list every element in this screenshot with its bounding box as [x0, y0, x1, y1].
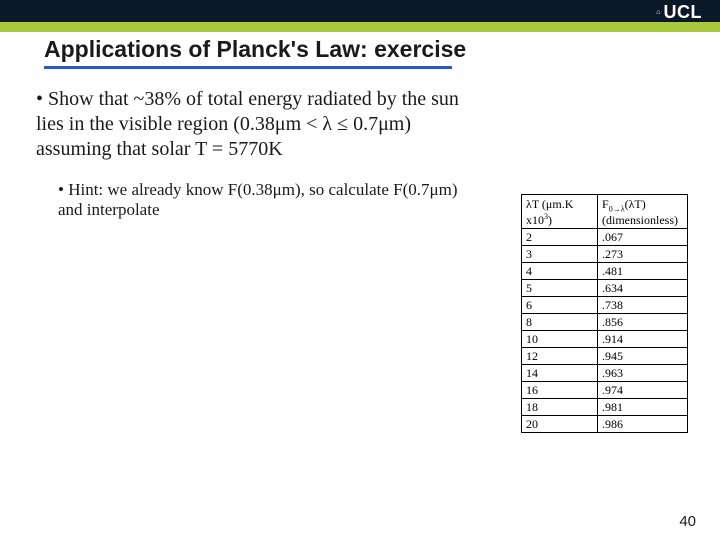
dark-stripe: [0, 0, 720, 22]
table-cell: .856: [598, 314, 688, 331]
table-cell: .945: [598, 348, 688, 365]
table-cell: 5: [522, 280, 598, 297]
table-cell: 16: [522, 382, 598, 399]
table-cell: .067: [598, 229, 688, 246]
slide-title: Applications of Planck's Law: exercise: [44, 36, 720, 63]
logo-text: UCL: [664, 2, 703, 23]
table-row: 18.981: [522, 399, 688, 416]
table-row: 2.067: [522, 229, 688, 246]
table-cell: .634: [598, 280, 688, 297]
ucl-logo: ⌂ UCL: [656, 2, 702, 22]
table-cell: .738: [598, 297, 688, 314]
table-cell: 8: [522, 314, 598, 331]
table-cell: .914: [598, 331, 688, 348]
table-row: 4.481: [522, 263, 688, 280]
table-cell: .273: [598, 246, 688, 263]
table-cell: .986: [598, 416, 688, 433]
table-row: 16.974: [522, 382, 688, 399]
logo-dome-icon: ⌂: [656, 9, 660, 16]
table-row: 5.634: [522, 280, 688, 297]
table-row: 10.914: [522, 331, 688, 348]
table-header-2: F0→λ(λT) (dimensionless): [598, 195, 688, 229]
table-row: 12.945: [522, 348, 688, 365]
table-row: 20.986: [522, 416, 688, 433]
hint-bullet: • Hint: we already know F(0.38μm), so ca…: [58, 180, 458, 221]
table-cell: .481: [598, 263, 688, 280]
planck-table: λT (μm.K x103) F0→λ(λT) (dimensionless) …: [521, 194, 688, 433]
table-cell: 12: [522, 348, 598, 365]
table-cell: 10: [522, 331, 598, 348]
table-cell: 2: [522, 229, 598, 246]
table-body: 2.0673.2734.4815.6346.7388.85610.91412.9…: [522, 229, 688, 433]
table-cell: .963: [598, 365, 688, 382]
table-cell: .981: [598, 399, 688, 416]
table-row: 3.273: [522, 246, 688, 263]
table-cell: 3: [522, 246, 598, 263]
table-cell: .974: [598, 382, 688, 399]
green-stripe: [0, 22, 720, 32]
table-cell: 4: [522, 263, 598, 280]
table-cell: 20: [522, 416, 598, 433]
table-header-1: λT (μm.K x103): [522, 195, 598, 229]
table-cell: 14: [522, 365, 598, 382]
table-header-row: λT (μm.K x103) F0→λ(λT) (dimensionless): [522, 195, 688, 229]
table-row: 14.963: [522, 365, 688, 382]
header-bar: ⌂ UCL: [0, 0, 720, 22]
table-row: 8.856: [522, 314, 688, 331]
table-cell: 18: [522, 399, 598, 416]
table-row: 6.738: [522, 297, 688, 314]
title-underline: [44, 66, 452, 69]
main-bullet: • Show that ~38% of total energy radiate…: [36, 87, 486, 162]
table-cell: 6: [522, 297, 598, 314]
page-number: 40: [679, 513, 696, 530]
